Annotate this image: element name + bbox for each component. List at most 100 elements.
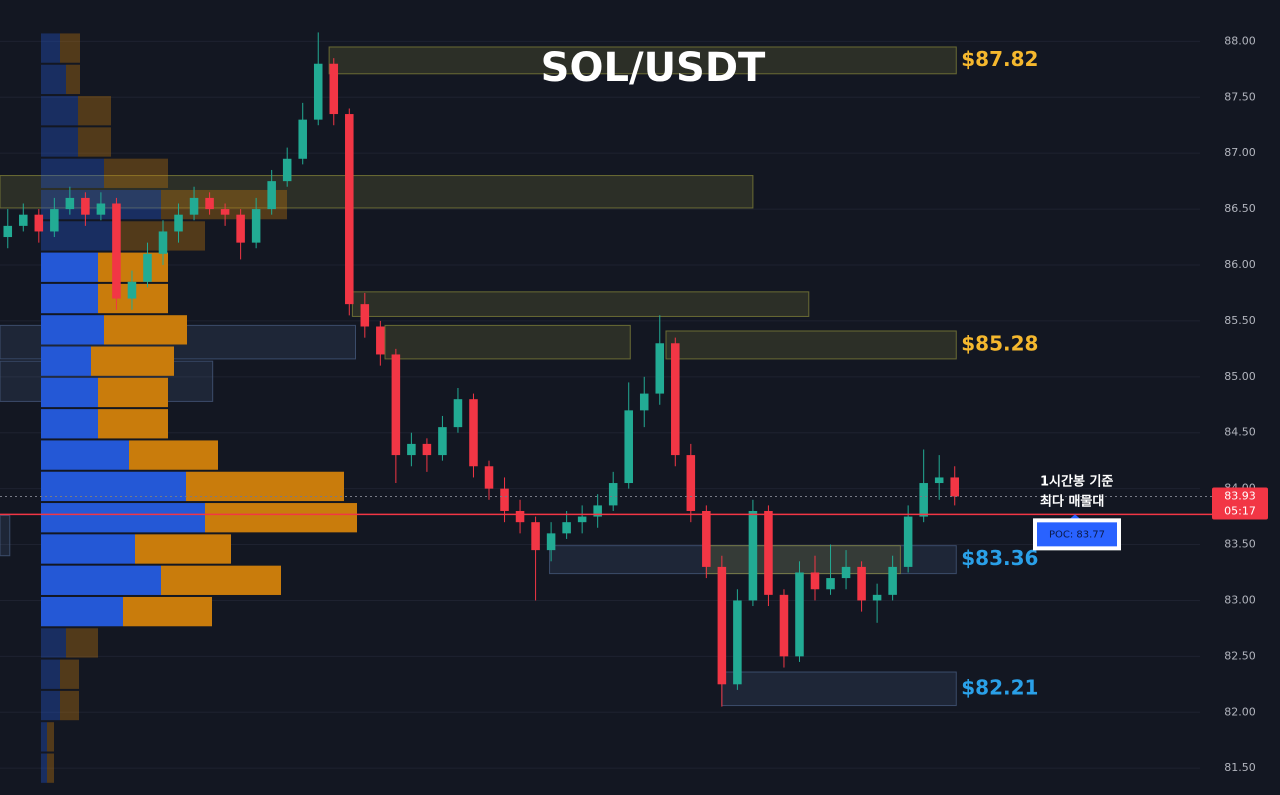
- candle-body: [251, 209, 261, 243]
- candle-body: [531, 522, 540, 551]
- profile-sell-bar: [104, 158, 168, 188]
- annotation: 1시간봉 기준: [1040, 474, 1113, 490]
- price-zone: [0, 514, 11, 557]
- candle-body: [624, 410, 633, 484]
- candle-body: [360, 304, 370, 327]
- profile-buy-bar: [41, 659, 60, 689]
- candle-body: [220, 209, 230, 215]
- candle-body: [593, 505, 602, 517]
- candle-body: [174, 214, 183, 232]
- candle-body: [857, 566, 866, 601]
- profile-buy-bar: [41, 377, 98, 408]
- profile-sell-bar: [60, 659, 79, 689]
- profile-buy-bar: [41, 409, 98, 439]
- countdown-label: 05:17: [1224, 504, 1256, 517]
- candle-body: [81, 197, 90, 215]
- profile-sell-bar: [161, 565, 281, 595]
- candle-body: [903, 516, 913, 567]
- candle-body: [717, 566, 727, 685]
- profile-sell-bar: [205, 503, 357, 533]
- price-zone: [665, 330, 957, 360]
- y-tick-label: 86.50: [1224, 202, 1256, 215]
- profile-sell-bar: [129, 440, 218, 470]
- candle-body: [313, 63, 323, 120]
- candle-body: [438, 427, 447, 456]
- candle-body: [453, 399, 463, 428]
- zone-label: $83.36: [961, 546, 1038, 570]
- profile-buy-bar: [41, 158, 104, 188]
- profile-buy-bar: [41, 346, 91, 376]
- price-zone: [705, 545, 901, 575]
- profile-sell-bar: [66, 628, 98, 658]
- profile-buy-bar: [41, 565, 161, 595]
- candle-body: [888, 566, 897, 595]
- candle-body: [608, 483, 618, 506]
- candle-body: [795, 572, 804, 657]
- candle-body: [422, 443, 432, 456]
- candle-body: [639, 393, 649, 411]
- y-tick-label: 87.00: [1224, 146, 1256, 159]
- profile-buy-bar: [41, 596, 123, 627]
- zone-label: $87.82: [961, 47, 1038, 71]
- candle-body: [50, 209, 59, 232]
- y-tick-label: 88.00: [1224, 34, 1256, 47]
- profile-sell-bar: [47, 753, 54, 783]
- y-tick-label: 82.50: [1224, 649, 1256, 662]
- candle-body: [267, 181, 276, 210]
- candle-body: [872, 594, 882, 601]
- candle-body: [127, 281, 137, 299]
- candle-body: [826, 578, 835, 590]
- candle-body: [34, 214, 44, 232]
- profile-sell-bar: [123, 596, 212, 627]
- profile-sell-bar: [66, 64, 80, 95]
- profile-buy-bar: [41, 252, 98, 282]
- candle-body: [407, 443, 416, 456]
- last-price-box: [1212, 487, 1268, 520]
- candle-body: [96, 203, 106, 215]
- profile-buy-bar: [41, 64, 66, 95]
- candle-body: [3, 225, 13, 238]
- candle-body: [764, 510, 773, 595]
- candle-body: [205, 197, 214, 210]
- profile-sell-bar: [78, 96, 111, 126]
- price-zone: [721, 671, 957, 707]
- profile-sell-bar: [60, 33, 80, 63]
- profile-sell-bar: [98, 252, 168, 282]
- candle-body: [236, 214, 245, 243]
- candle-body: [158, 231, 168, 254]
- candle-body: [810, 572, 820, 590]
- profile-buy-bar: [41, 96, 78, 126]
- profile-buy-bar: [41, 283, 98, 314]
- profile-sell-bar: [91, 346, 174, 376]
- chart-title: SOL/USDT: [541, 45, 766, 91]
- candle-body: [345, 114, 354, 305]
- candle-body: [919, 483, 928, 517]
- candle-body: [298, 119, 307, 159]
- candle-body: [484, 466, 494, 489]
- price-zone: [0, 175, 754, 209]
- profile-buy-bar: [41, 503, 205, 533]
- profile-buy-bar: [41, 628, 66, 658]
- candle-body: [65, 197, 75, 210]
- candle-body: [779, 594, 789, 657]
- price-zone: [351, 291, 810, 317]
- candle-body: [469, 399, 478, 467]
- profile-buy-bar: [41, 722, 47, 752]
- y-tick-label: 85.50: [1224, 314, 1256, 327]
- profile-sell-bar: [47, 722, 54, 752]
- candle-body: [562, 522, 571, 534]
- profile-buy-bar: [41, 440, 129, 470]
- price-zone: [328, 46, 957, 75]
- candle-body: [841, 566, 851, 579]
- candle-body: [515, 510, 525, 523]
- candle-body: [546, 533, 556, 551]
- profile-sell-bar: [60, 690, 79, 721]
- candle-body: [500, 488, 509, 511]
- profile-buy-bar: [41, 690, 60, 721]
- profile-buy-bar: [41, 33, 60, 63]
- last-price-label: 83.93: [1224, 489, 1256, 502]
- profile-buy-bar: [41, 534, 135, 564]
- candle-body: [577, 516, 587, 523]
